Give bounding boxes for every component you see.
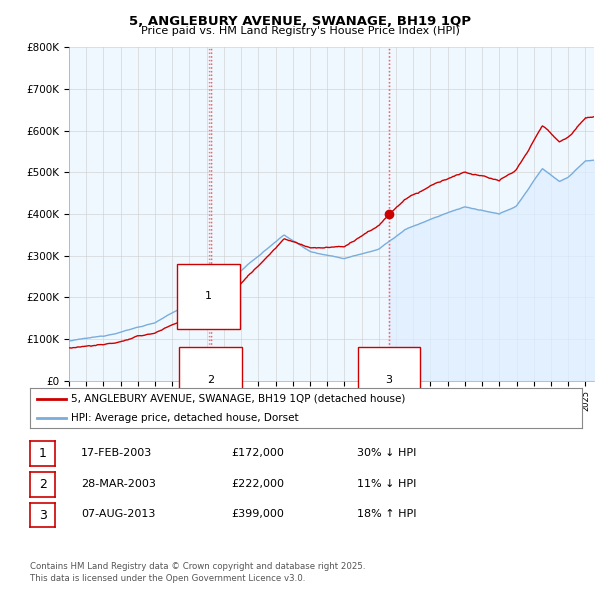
Text: £172,000: £172,000 <box>231 448 284 458</box>
Text: 3: 3 <box>38 509 47 522</box>
Text: HPI: Average price, detached house, Dorset: HPI: Average price, detached house, Dors… <box>71 413 299 422</box>
Text: 2: 2 <box>38 478 47 491</box>
Text: 28-MAR-2003: 28-MAR-2003 <box>81 479 156 489</box>
Text: Contains HM Land Registry data © Crown copyright and database right 2025.
This d: Contains HM Land Registry data © Crown c… <box>30 562 365 583</box>
Text: £399,000: £399,000 <box>231 510 284 519</box>
Text: 5, ANGLEBURY AVENUE, SWANAGE, BH19 1QP: 5, ANGLEBURY AVENUE, SWANAGE, BH19 1QP <box>129 15 471 28</box>
Text: 1: 1 <box>38 447 47 460</box>
Text: 1: 1 <box>205 291 212 301</box>
Text: 18% ↑ HPI: 18% ↑ HPI <box>357 510 416 519</box>
Text: Price paid vs. HM Land Registry's House Price Index (HPI): Price paid vs. HM Land Registry's House … <box>140 26 460 36</box>
Text: 11% ↓ HPI: 11% ↓ HPI <box>357 479 416 489</box>
Text: 5, ANGLEBURY AVENUE, SWANAGE, BH19 1QP (detached house): 5, ANGLEBURY AVENUE, SWANAGE, BH19 1QP (… <box>71 394 406 404</box>
Text: 17-FEB-2003: 17-FEB-2003 <box>81 448 152 458</box>
Text: 30% ↓ HPI: 30% ↓ HPI <box>357 448 416 458</box>
Text: £222,000: £222,000 <box>231 479 284 489</box>
Text: 2: 2 <box>207 375 214 385</box>
Text: 3: 3 <box>386 375 392 385</box>
Text: 07-AUG-2013: 07-AUG-2013 <box>81 510 155 519</box>
